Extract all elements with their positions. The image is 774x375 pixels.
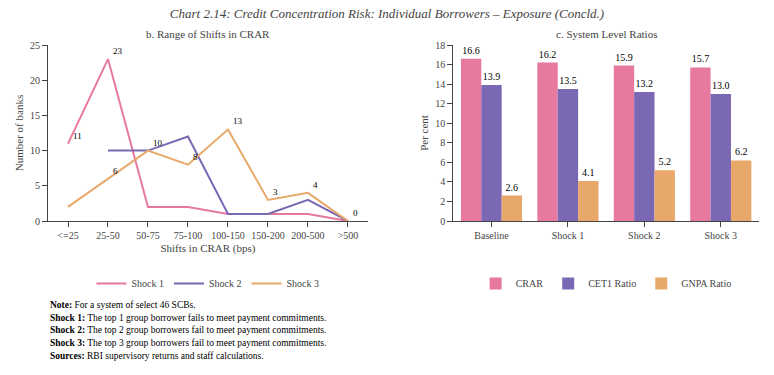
svg-text:20: 20: [30, 75, 40, 86]
svg-text:16.2: 16.2: [539, 49, 557, 60]
svg-text:Shifts in CRAR (bps): Shifts in CRAR (bps): [160, 242, 255, 255]
svg-text:3: 3: [273, 187, 278, 197]
svg-text:200-500: 200-500: [291, 230, 324, 241]
svg-text:2: 2: [440, 196, 445, 207]
svg-text:4: 4: [440, 176, 445, 187]
svg-text:25-50: 25-50: [96, 230, 119, 241]
svg-text:150-200: 150-200: [251, 230, 284, 241]
svg-text:2.6: 2.6: [506, 182, 519, 193]
svg-text:10: 10: [435, 118, 445, 129]
svg-text:Shock 3: Shock 3: [705, 230, 738, 241]
svg-text:18: 18: [435, 40, 445, 51]
svg-text:6: 6: [113, 166, 118, 176]
svg-text:100-150: 100-150: [211, 230, 244, 241]
svg-text:75-100: 75-100: [174, 230, 202, 241]
svg-text:c. System Level Ratios: c. System Level Ratios: [556, 28, 657, 40]
svg-text:13.0: 13.0: [712, 80, 730, 91]
svg-text:5: 5: [35, 180, 40, 191]
svg-text:Number of banks: Number of banks: [13, 95, 25, 171]
svg-text:4: 4: [313, 180, 318, 190]
svg-text:Note: For a system of select 4: Note: For a system of select 46 SCBs.: [50, 300, 196, 310]
svg-text:CRAR: CRAR: [516, 278, 544, 289]
svg-text:0: 0: [353, 208, 358, 218]
svg-text:<=25: <=25: [57, 230, 78, 241]
svg-text:12: 12: [435, 98, 445, 109]
svg-text:Shock 1: Shock 1: [131, 278, 164, 289]
svg-text:Shock 3: Shock 3: [286, 278, 319, 289]
svg-text:50-75: 50-75: [136, 230, 159, 241]
svg-text:10: 10: [30, 145, 40, 156]
svg-text:Baseline: Baseline: [474, 230, 509, 241]
svg-text:13.2: 13.2: [636, 78, 654, 89]
svg-text:25: 25: [30, 40, 40, 51]
svg-text:13.5: 13.5: [559, 75, 577, 86]
svg-text:Shock 2: Shock 2: [209, 278, 242, 289]
svg-text:0: 0: [35, 216, 40, 227]
svg-text:10: 10: [153, 138, 163, 148]
svg-text:4.1: 4.1: [582, 167, 595, 178]
svg-text:16.6: 16.6: [462, 45, 480, 56]
svg-text:Shock 1: Shock 1: [552, 230, 585, 241]
svg-text:16: 16: [435, 59, 445, 70]
svg-text:14: 14: [435, 79, 445, 90]
svg-text:CET1 Ratio: CET1 Ratio: [588, 278, 636, 289]
svg-text:Shock 1: The top 1 group borro: Shock 1: The top 1 group borrower fails …: [50, 313, 326, 323]
svg-text:0: 0: [440, 216, 445, 227]
svg-text:8: 8: [440, 137, 445, 148]
svg-text:23: 23: [113, 46, 123, 56]
svg-text:>500: >500: [338, 230, 359, 241]
svg-text:5.2: 5.2: [658, 156, 671, 167]
svg-text:8: 8: [193, 152, 198, 162]
svg-text:Shock 3: The top 3 group borro: Shock 3: The top 3 group borrowers fail …: [50, 338, 326, 348]
svg-text:11: 11: [73, 131, 82, 141]
svg-text:15.7: 15.7: [692, 53, 710, 64]
svg-text:Shock 2: Shock 2: [628, 230, 661, 241]
svg-text:15: 15: [30, 110, 40, 121]
svg-text:15.9: 15.9: [615, 52, 633, 63]
svg-text:Chart 2.14: Credit Concentrati: Chart 2.14: Credit Concentration Risk: I…: [170, 6, 604, 21]
svg-text:13: 13: [233, 116, 243, 126]
svg-text:Shock 2: The top 2 group borro: Shock 2: The top 2 group borrowers fail …: [50, 325, 326, 335]
svg-text:b. Range of Shifts in CRAR: b. Range of Shifts in CRAR: [146, 28, 270, 40]
svg-text:6.2: 6.2: [735, 146, 748, 157]
svg-text:Per cent: Per cent: [418, 115, 430, 151]
svg-text:6: 6: [440, 157, 445, 168]
svg-text:Sources: RBI supervisory retur: Sources: RBI supervisory returns and sta…: [50, 351, 264, 361]
svg-text:13.9: 13.9: [483, 71, 501, 82]
svg-text:GNPA Ratio: GNPA Ratio: [681, 278, 731, 289]
